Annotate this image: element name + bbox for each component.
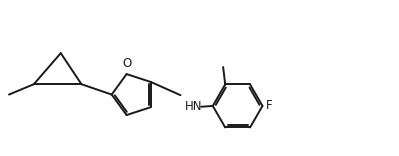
Text: HN: HN bbox=[185, 100, 202, 113]
Text: O: O bbox=[123, 57, 132, 70]
Text: F: F bbox=[265, 99, 272, 112]
